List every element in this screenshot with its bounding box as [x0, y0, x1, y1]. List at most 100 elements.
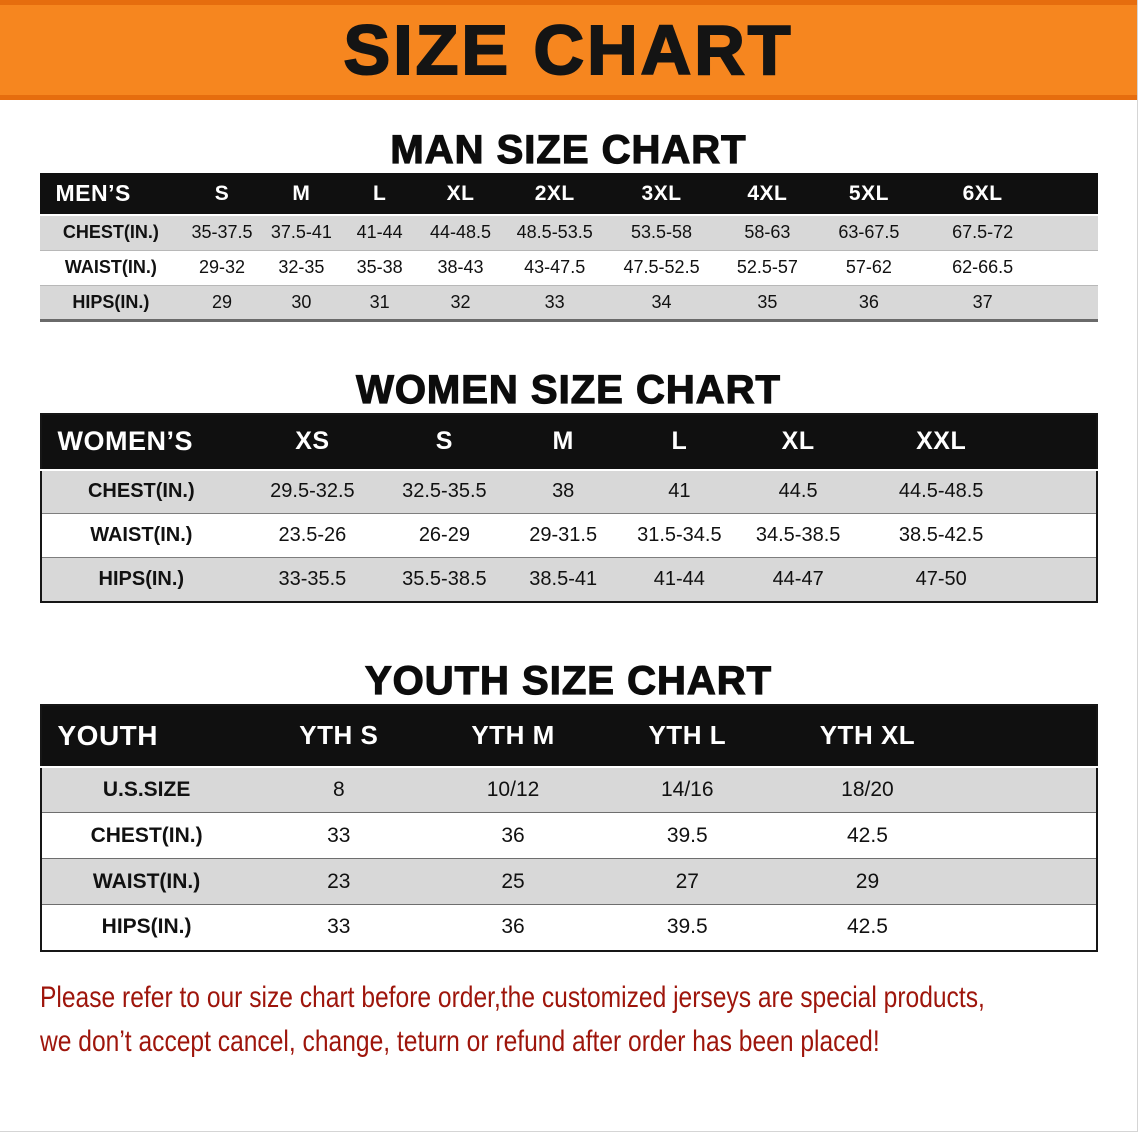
- table-cell: 25: [501, 869, 525, 893]
- women-size-table: WOMEN’S XS S M L XL XXL CHEST(IN.) 29.5-…: [39, 412, 1098, 603]
- table-cell: 32: [450, 291, 471, 312]
- table-cell: 63-67.5: [838, 222, 900, 243]
- size-column-header: S: [383, 413, 506, 470]
- table-cell: 38.5-41: [529, 567, 598, 590]
- row-label: WAIST(IN.): [90, 524, 193, 546]
- table-cell: 44-48.5: [430, 222, 492, 243]
- table-cell: 57-62: [845, 257, 892, 277]
- table-cell: 18/20: [841, 777, 894, 801]
- table-cell: 36: [501, 915, 525, 939]
- table-cell: 37.5-41: [270, 222, 332, 243]
- table-cell: 33: [544, 291, 565, 312]
- table-cell: 35.5-38.5: [402, 567, 487, 590]
- table-cell: 29-31.5: [529, 524, 598, 546]
- table-cell: 34: [651, 291, 672, 312]
- row-label: U.S.SIZE: [102, 777, 191, 801]
- table-cell: 35-37.5: [191, 222, 253, 243]
- table-cell: 38-43: [437, 257, 484, 277]
- table-cell: 26-29: [418, 524, 470, 546]
- size-column-header: YTH L: [600, 704, 775, 767]
- table-cell: 39.5: [666, 823, 708, 847]
- table-cell: 35: [757, 291, 778, 312]
- youth-chest-row: CHEST(IN.) 33 36 39.5 42.5: [40, 812, 1097, 859]
- youth-waist-row: WAIST(IN.) 23 25 27 29: [40, 858, 1097, 905]
- women-section-heading: WOMEN SIZE CHART: [355, 367, 781, 412]
- table-cell: 58-63: [744, 222, 791, 243]
- banner-title: SIZE CHART: [343, 11, 794, 89]
- youth-hips-row: HIPS(IN.) 33 36 39.5 42.5: [40, 904, 1097, 951]
- table-cell: 29: [855, 869, 880, 893]
- row-label: CHEST(IN.): [87, 480, 195, 503]
- youth-table-header-row: YOUTH YTH S YTH M YTH L YTH XL: [40, 704, 1097, 767]
- row-label: CHEST(IN.): [62, 222, 159, 243]
- youth-section-heading: YOUTH SIZE CHART: [364, 658, 773, 703]
- size-column-header: XXL: [858, 413, 1097, 470]
- women-table-title: WOMEN’S: [40, 413, 242, 470]
- size-column-header: M: [505, 413, 622, 470]
- table-cell: 48.5-53.5: [516, 222, 593, 243]
- women-table-header-row: WOMEN’S XS S M L XL XXL: [40, 413, 1097, 470]
- men-table-title: MEN’S: [39, 173, 183, 215]
- table-cell: 23.5-26: [278, 524, 347, 546]
- disclaimer-line-1: Please refer to our size chart before or…: [40, 980, 985, 1014]
- table-cell: 42.5: [847, 915, 888, 939]
- size-column-header: XL: [737, 413, 859, 470]
- table-cell: 44.5-48.5: [898, 480, 984, 503]
- table-cell: 36: [858, 291, 879, 312]
- table-cell: 29: [211, 291, 233, 312]
- size-column-header: YTH S: [251, 704, 426, 767]
- table-cell: 27: [675, 869, 699, 893]
- row-label: HIPS(IN.): [72, 291, 150, 312]
- table-cell: 41-44: [653, 567, 705, 590]
- table-cell: 37: [972, 291, 993, 312]
- size-column-header: S: [182, 173, 262, 215]
- row-label: HIPS(IN.): [98, 567, 185, 590]
- table-cell: 32.5-35.5: [402, 480, 487, 503]
- table-cell: 62-66.5: [952, 257, 1014, 277]
- row-label: WAIST(IN.): [64, 257, 157, 277]
- table-cell: 32-35: [278, 257, 325, 277]
- size-chart-banner: SIZE CHART: [0, 0, 1137, 100]
- table-cell: 29-32: [198, 257, 246, 277]
- table-cell: 30: [291, 291, 312, 312]
- youth-size-table: YOUTH YTH S YTH M YTH L YTH XL U.S.SIZE …: [39, 703, 1098, 952]
- size-column-header: 2XL: [502, 173, 607, 215]
- table-cell: 33: [327, 823, 351, 847]
- table-cell: 47-50: [915, 567, 967, 590]
- table-cell: 67.5-72: [952, 222, 1014, 243]
- size-column-header: XS: [241, 413, 384, 470]
- men-size-table: MEN’S S M L XL 2XL 3XL 4XL 5XL 6XL CHEST…: [39, 173, 1098, 322]
- youth-table-title: YOUTH: [40, 704, 252, 767]
- table-cell: 42.5: [847, 823, 888, 847]
- table-cell: 53.5-58: [631, 222, 693, 243]
- disclaimer-line-2: we don’t accept cancel, change, teturn o…: [40, 1024, 880, 1058]
- men-table-header-row: MEN’S S M L XL 2XL 3XL 4XL 5XL 6XL: [39, 173, 1098, 215]
- size-column-header: 6XL: [919, 173, 1098, 215]
- men-chest-row: CHEST(IN.) 35-37.5 37.5-41 41-44 44-48.5…: [39, 215, 1098, 250]
- table-cell: 41-44: [356, 222, 403, 243]
- table-cell: 33: [327, 915, 351, 939]
- men-hips-row: HIPS(IN.) 29 30 31 32 33 34 35 36 37: [39, 285, 1098, 320]
- table-cell: 52.5-57: [736, 257, 798, 277]
- size-column-header: 4XL: [716, 173, 819, 215]
- size-column-header: 3XL: [606, 173, 717, 215]
- men-waist-row: WAIST(IN.) 29-32 32-35 35-38 38-43 43-47…: [39, 250, 1098, 285]
- table-cell: 41: [668, 480, 691, 503]
- table-cell: 29.5-32.5: [270, 480, 355, 503]
- table-cell: 31.5-34.5: [637, 524, 722, 546]
- table-cell: 39.5: [666, 915, 708, 939]
- disclaimer-note: Please refer to our size chart before or…: [40, 976, 1137, 1064]
- size-column-header: YTH XL: [774, 704, 1097, 767]
- table-cell: 43-47.5: [524, 257, 586, 277]
- size-column-header: L: [341, 173, 419, 215]
- table-cell: 44-47: [772, 567, 824, 590]
- table-cell: 34.5-38.5: [755, 524, 841, 546]
- men-section-heading: MAN SIZE CHART: [390, 127, 747, 172]
- size-column-header: L: [621, 413, 738, 470]
- table-cell: 38.5-42.5: [898, 524, 984, 546]
- table-cell: 23: [327, 869, 351, 893]
- table-cell: 38: [552, 480, 575, 503]
- row-label: WAIST(IN.): [92, 869, 201, 893]
- table-cell: 36: [501, 823, 525, 847]
- women-hips-row: HIPS(IN.) 33-35.5 35.5-38.5 38.5-41 41-4…: [40, 557, 1097, 602]
